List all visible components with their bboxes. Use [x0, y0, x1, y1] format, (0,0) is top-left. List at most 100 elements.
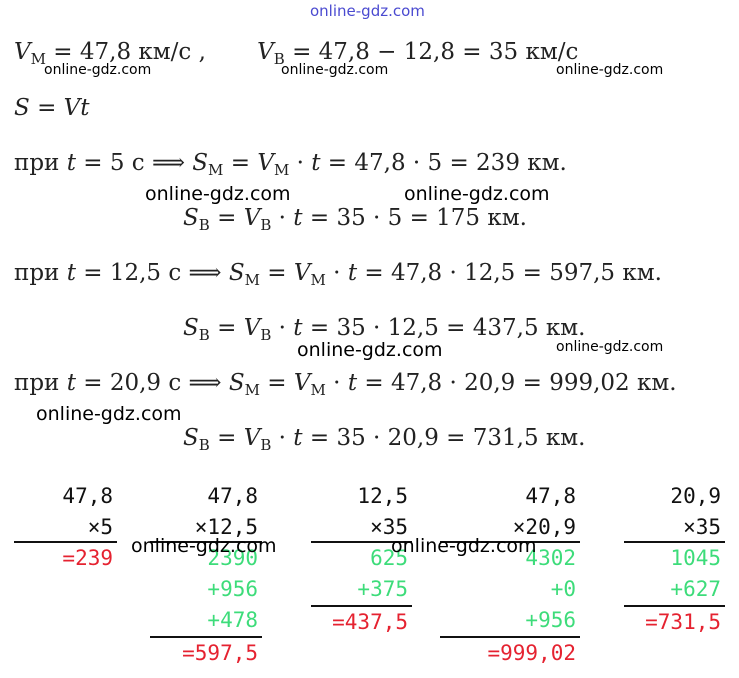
watermark: online-gdz.com	[310, 2, 425, 20]
formula-text: V	[243, 315, 261, 341]
partial-product: +627	[670, 577, 721, 601]
watermark: online-gdz.com	[44, 62, 152, 78]
formula-text: = 47,8 · 12,5 = 597,5 км.	[357, 260, 662, 286]
subscript: М	[244, 381, 260, 399]
formula-line: SВ = VВ · t = 35 · 5 = 175 км.	[183, 203, 527, 233]
product: =239	[62, 546, 113, 570]
multiplier: ×35	[624, 512, 725, 543]
multiplier: ×5	[14, 512, 117, 543]
formula-text: S	[183, 425, 199, 451]
formula-text: =	[29, 95, 64, 121]
formula-text: t	[66, 150, 76, 176]
subscript: В	[260, 216, 272, 234]
partial-product: 2390	[207, 546, 258, 570]
product: =999,02	[440, 636, 580, 669]
subscript: В	[260, 436, 272, 454]
formula-text: S	[228, 260, 245, 286]
formula-text: = 47,8 км/с ,	[45, 39, 258, 65]
multiplicand: 20,9	[670, 484, 721, 508]
watermark: online-gdz.com	[131, 535, 277, 557]
formula-text: V	[293, 370, 311, 396]
formula-line: SВ = VВ · t = 35 · 12,5 = 437,5 км.	[183, 313, 585, 343]
product: =437,5	[311, 605, 412, 638]
formula-text: S	[183, 205, 199, 231]
multiplier: ×12,5	[150, 512, 262, 543]
formula-text: S	[228, 370, 245, 396]
formula-text: =	[259, 370, 294, 396]
formula-text: при	[14, 370, 67, 396]
partial-product: +956	[525, 608, 576, 632]
formula-text: t	[293, 315, 303, 341]
formula-text: =	[209, 315, 244, 341]
formula-text: ·	[271, 205, 294, 231]
subscript: М	[310, 381, 326, 399]
product: =731,5	[624, 605, 725, 638]
partial-product: +0	[550, 577, 576, 601]
multiplication: 12,5 ×35 625 +375 =437,5	[311, 481, 412, 638]
watermark: online-gdz.com	[556, 62, 664, 78]
formula-text: V	[293, 260, 311, 286]
subscript: В	[273, 50, 285, 68]
formula-text: = 47,8 · 5 = 239 км.	[320, 150, 567, 176]
formula-text: = 20,9 с ⟹	[75, 370, 229, 396]
formula-line: при t = 12,5 с ⟹ SМ = VМ · t = 47,8 · 12…	[14, 258, 662, 288]
formula-text: ·	[325, 260, 348, 286]
formula-text: ·	[325, 370, 348, 396]
formula-text: V	[257, 39, 274, 65]
subscript: В	[260, 326, 272, 344]
subscript: М	[244, 271, 260, 289]
partial-product: 1045	[670, 546, 721, 570]
formula-text: = 5 с ⟹	[75, 150, 193, 176]
formula-text: Vt	[63, 95, 90, 121]
formula-text: t	[293, 425, 303, 451]
formula-text: t	[311, 150, 321, 176]
multiplier: ×35	[311, 512, 412, 543]
subscript: М	[30, 50, 46, 68]
formula-text: V	[243, 205, 261, 231]
formula-text: t	[66, 370, 76, 396]
formula-text: = 47,8 · 20,9 = 999,02 км.	[357, 370, 677, 396]
formula-text: =	[209, 205, 244, 231]
formula-text: ·	[271, 315, 294, 341]
multiplication: 47,8 ×20,9 4302 +0 +956 =999,02	[440, 481, 580, 669]
watermark: online-gdz.com	[556, 339, 664, 355]
formula-text: =	[223, 150, 258, 176]
formula-text: =	[209, 425, 244, 451]
watermark: online-gdz.com	[297, 339, 443, 361]
multiplicand: 47,8	[207, 484, 258, 508]
formula-text: S	[192, 150, 209, 176]
formula-text: V	[243, 425, 261, 451]
formula-line: SВ = VВ · t = 35 · 20,9 = 731,5 км.	[183, 423, 585, 453]
formula-text: V	[14, 39, 31, 65]
formula-text: S	[183, 315, 199, 341]
partial-product: +478	[207, 608, 258, 632]
watermark: online-gdz.com	[404, 183, 550, 205]
multiplication: 47,8 ×12,5 2390 +956 +478 =597,5	[150, 481, 262, 669]
formula-text: = 35 · 20,9 = 731,5 км.	[302, 425, 586, 451]
formula-line: при t = 5 с ⟹ SМ = VМ · t = 47,8 · 5 = 2…	[14, 148, 567, 178]
formula-line: VМ = 47,8 км/с , VВ = 47,8 − 12,8 = 35 к…	[14, 37, 578, 67]
partial-product: 4302	[525, 546, 576, 570]
subscript: М	[310, 271, 326, 289]
product: =597,5	[150, 636, 262, 669]
formula-text: = 35 · 5 = 175 км.	[302, 205, 527, 231]
watermark: online-gdz.com	[391, 535, 537, 557]
multiplicand: 12,5	[357, 484, 408, 508]
formula-text: = 35 · 12,5 = 437,5 км.	[302, 315, 586, 341]
formula-text: S	[14, 95, 30, 121]
subscript: М	[208, 161, 224, 179]
partial-product: 625	[370, 546, 408, 570]
formula-text: V	[257, 150, 274, 176]
watermark: online-gdz.com	[36, 403, 182, 425]
formula-text: t	[293, 205, 303, 231]
formula-text: при	[14, 260, 67, 286]
watermark: online-gdz.com	[145, 183, 291, 205]
partial-product: +375	[357, 577, 408, 601]
formula-line: S = Vt	[14, 93, 90, 123]
multiplicand: 47,8	[62, 484, 113, 508]
subscript: В	[198, 436, 210, 454]
formula-text: t	[347, 260, 358, 286]
multiplicand: 47,8	[525, 484, 576, 508]
formula-text: ·	[271, 425, 294, 451]
